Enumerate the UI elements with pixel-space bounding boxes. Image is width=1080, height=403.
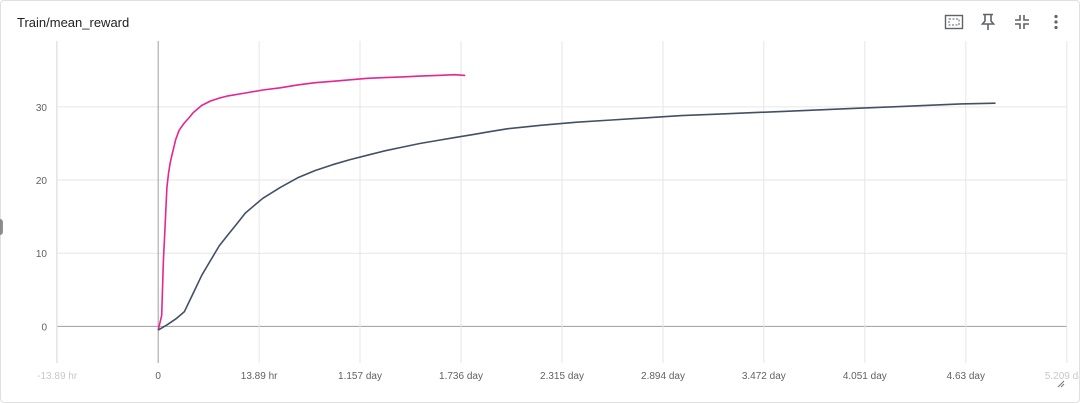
collapse-button[interactable] [1007, 9, 1037, 35]
chart-title: Train/mean_reward [17, 15, 130, 30]
x-tick-label: 1.157 day [338, 371, 382, 382]
collapse-icon [1015, 15, 1029, 29]
y-tick-label: 30 [36, 103, 48, 114]
y-tick-label: 20 [36, 176, 48, 187]
x-tick-label: 4.051 day [843, 371, 887, 382]
series-line-1 [157, 73, 466, 331]
x-tick-label: 3.472 day [742, 371, 786, 382]
pin-button[interactable] [973, 9, 1003, 35]
x-tick-label: 2.894 day [641, 371, 685, 382]
resize-handle-icon[interactable] [1057, 380, 1065, 388]
x-tick-label: 1.736 day [439, 371, 483, 382]
x-tick-label: -13.89 hr [37, 371, 78, 382]
side-drag-handle[interactable] [0, 219, 3, 235]
x-tick-label: 4.63 day [947, 371, 985, 382]
pin-icon [980, 13, 996, 30]
x-tick-label: 2.315 day [540, 371, 584, 382]
x-tick-label: 13.89 hr [241, 371, 278, 382]
x-tick-label: 0 [155, 371, 161, 382]
fit-domain-button[interactable] [939, 9, 969, 35]
fit-domain-icon [944, 14, 964, 30]
more-vert-icon [1054, 14, 1058, 30]
more-options-button[interactable] [1041, 9, 1071, 35]
chart-toolbar [939, 9, 1071, 35]
y-tick-label: 10 [36, 249, 48, 260]
y-tick-label: 0 [41, 322, 47, 333]
series-line-2 [157, 102, 996, 331]
